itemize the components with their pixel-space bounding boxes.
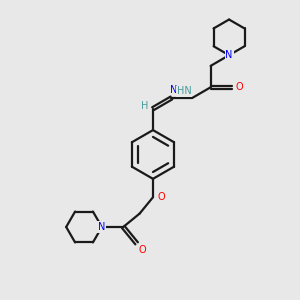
Text: N: N bbox=[98, 222, 106, 232]
Text: HN: HN bbox=[176, 86, 191, 96]
Text: O: O bbox=[236, 82, 243, 92]
Text: N: N bbox=[225, 50, 233, 60]
Text: O: O bbox=[158, 192, 165, 202]
Text: H: H bbox=[141, 101, 148, 111]
Text: N: N bbox=[170, 85, 178, 95]
Text: O: O bbox=[139, 245, 146, 255]
